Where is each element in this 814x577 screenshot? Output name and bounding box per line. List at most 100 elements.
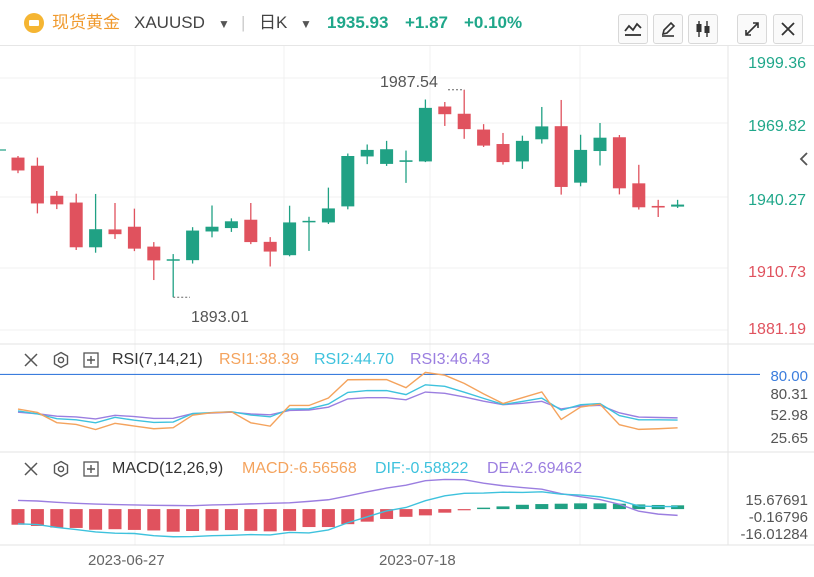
candle-body	[554, 126, 568, 187]
macd-histogram-bar	[186, 509, 200, 531]
candle-body	[380, 149, 394, 164]
macd-histogram-bar	[30, 509, 44, 526]
rsi-axis-label: 80.00	[770, 368, 808, 385]
candle-body	[477, 129, 491, 146]
macd-histogram-bar	[321, 509, 335, 528]
rsi-panel-header: RSI(7,14,21) RSI1:38.39 RSI2:44.70 RSI3:…	[0, 346, 814, 372]
rsi2-value: RSI2:44.70	[314, 351, 395, 368]
macd-histogram-bar	[244, 509, 258, 531]
candle-body	[283, 222, 297, 256]
macd-histogram-bar	[438, 509, 452, 513]
settings-icon[interactable]	[52, 351, 70, 369]
candle-body	[69, 202, 83, 248]
candle-body	[593, 137, 607, 152]
candle-body	[632, 183, 646, 208]
macd-histogram-bar	[89, 509, 103, 530]
last-price: 1935.93	[327, 13, 389, 32]
price-axis-label: 1969.82	[748, 118, 806, 135]
macd-value: MACD:-6.56568	[242, 460, 357, 477]
macd-histogram-bar	[166, 509, 180, 532]
close-icon[interactable]	[22, 460, 40, 478]
candle-body	[438, 106, 452, 115]
candle-body	[574, 149, 588, 183]
candle-body	[418, 107, 432, 162]
side-panel-toggle[interactable]	[795, 146, 813, 172]
candle-body	[147, 246, 161, 261]
chart-type-button[interactable]	[688, 14, 718, 44]
rsi-title: RSI(7,14,21)	[112, 351, 203, 368]
macd-histogram-bar	[418, 509, 432, 516]
macd-histogram-bar	[574, 503, 588, 510]
symbol-selector[interactable]: XAUUSD	[134, 13, 205, 32]
candle-body	[341, 155, 355, 207]
close-icon[interactable]	[22, 351, 40, 369]
candle-body	[205, 226, 219, 232]
macd-histogram-bar	[496, 506, 510, 510]
macd-histogram-bar	[380, 509, 394, 519]
macd-axis-label: -16.01284	[740, 526, 808, 543]
dif-line	[17, 491, 678, 538]
dea-value: DEA:2.69462	[487, 460, 583, 477]
close-chart-button[interactable]	[773, 14, 803, 44]
macd-title: MACD(12,26,9)	[112, 460, 224, 477]
rsi-axis-label: 80.31	[770, 386, 808, 403]
macd-histogram-bar	[554, 503, 568, 510]
chevron-down-icon[interactable]: ▼	[300, 17, 312, 31]
add-icon[interactable]	[82, 460, 100, 478]
rsi1-value: RSI1:38.39	[219, 351, 300, 368]
add-icon[interactable]	[82, 351, 100, 369]
macd-histogram-bar	[283, 509, 297, 531]
rsi-axis-label: 25.65	[770, 430, 808, 447]
macd-histogram-bar	[612, 503, 626, 510]
gold-coin-icon	[24, 13, 44, 33]
price-axis-label: 1910.73	[748, 264, 806, 281]
price-axis-label: 1940.27	[748, 192, 806, 209]
macd-histogram-bar	[457, 509, 471, 511]
candle-body	[515, 140, 529, 162]
macd-axis-label: 15.67691	[745, 492, 808, 509]
price-axis-label: 1881.19	[748, 321, 806, 338]
close-icon	[781, 22, 795, 36]
price-change: +1.87	[405, 13, 449, 32]
macd-histogram-bar	[50, 509, 64, 528]
header-divider: |	[241, 13, 246, 32]
candle-body	[535, 126, 549, 140]
macd-histogram-bar	[593, 503, 607, 510]
low-price-marker: 1893.01	[191, 309, 249, 326]
macd-histogram-bar	[147, 509, 161, 531]
candle-body	[457, 113, 471, 130]
chevron-down-icon[interactable]: ▼	[218, 17, 230, 31]
draw-pen-icon	[661, 21, 676, 37]
high-price-marker: 1987.54	[380, 74, 438, 91]
indicator-button[interactable]	[618, 14, 648, 44]
macd-histogram-bar	[477, 507, 491, 510]
candle-body	[496, 144, 510, 163]
macd-panel-header: MACD(12,26,9) MACD:-6.56568 DIF:-0.58822…	[0, 455, 814, 481]
candle-body	[671, 204, 685, 207]
macd-histogram-bar	[205, 509, 219, 531]
period-selector[interactable]: 日K	[259, 13, 288, 32]
fullscreen-button[interactable]	[737, 14, 767, 44]
candle-body	[30, 165, 44, 204]
macd-histogram-bar	[302, 509, 316, 528]
candle-body	[127, 226, 141, 249]
candle-body	[11, 157, 25, 171]
settings-icon[interactable]	[52, 460, 70, 478]
candle-body	[224, 221, 238, 229]
macd-axis-label: -0.16796	[748, 509, 808, 526]
draw-button[interactable]	[653, 14, 683, 44]
rsi1-line	[17, 371, 678, 431]
date-axis-label: 2023-06-27	[88, 552, 165, 569]
price-change-pct: +0.10%	[464, 13, 523, 32]
macd-histogram-bar	[535, 504, 549, 510]
candle-body	[244, 219, 258, 243]
candle-body	[399, 160, 413, 162]
candle-body	[651, 205, 665, 208]
candle-body	[321, 208, 335, 223]
macd-histogram-bar	[69, 509, 83, 528]
candle-body	[108, 229, 122, 235]
macd-histogram-bar	[632, 504, 646, 510]
macd-histogram-bar	[127, 509, 141, 530]
rsi-axis-label: 52.98	[770, 407, 808, 424]
